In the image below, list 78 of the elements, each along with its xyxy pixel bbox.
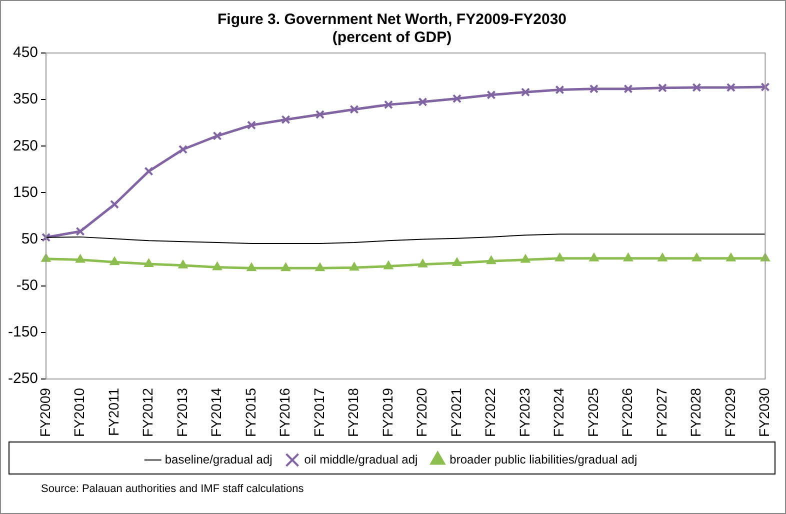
point	[555, 85, 564, 94]
x-tick-label: FY2022	[482, 388, 498, 438]
legend-label: oil middle/gradual adj	[304, 452, 418, 466]
x-tick-label: FY2023	[516, 388, 532, 438]
point	[178, 260, 188, 268]
y-tick-label: 250	[12, 137, 38, 154]
x-tick-label: FY2029	[722, 388, 738, 438]
point	[110, 200, 120, 209]
legend-label: broader public liabilities/gradual adj	[450, 452, 638, 466]
source-note: Source: Palauan authorities and IMF staff calculations	[41, 483, 304, 495]
x-tick-label: FY2010	[71, 388, 88, 438]
x-tick-label: FY2030	[756, 388, 772, 438]
point	[315, 110, 325, 120]
x-tick-label: FY2021	[448, 388, 464, 438]
y-tick-label: 150	[12, 184, 38, 201]
point	[658, 83, 667, 92]
point	[520, 254, 530, 263]
point	[554, 252, 565, 262]
x-tick-label: FY2019	[379, 388, 396, 438]
point	[212, 262, 222, 270]
point	[280, 262, 291, 272]
point	[418, 258, 428, 268]
x-tick-label: FY2028	[688, 388, 704, 438]
point	[144, 258, 154, 267]
point	[178, 144, 188, 154]
y-tick-label: 450	[12, 44, 38, 62]
x-tick-label: FY2024	[550, 388, 567, 438]
point	[692, 82, 702, 92]
point	[658, 252, 668, 262]
point	[315, 262, 325, 272]
point	[349, 262, 360, 271]
chart-title: Figure 3. Government Net Worth, FY2009-FY2030	[218, 11, 566, 28]
point	[589, 84, 599, 94]
point	[418, 97, 428, 106]
x-tick-label: FY2017	[310, 388, 327, 438]
point	[452, 94, 462, 104]
x-tick-label: FY2027	[653, 388, 670, 438]
point	[589, 252, 599, 262]
point	[452, 258, 462, 266]
point	[384, 260, 394, 270]
x-tick-label: FY2009	[36, 388, 53, 438]
point	[486, 90, 496, 100]
point	[212, 131, 222, 140]
point	[281, 115, 290, 124]
x-tick-label: FY2013	[174, 388, 190, 438]
point	[76, 226, 85, 236]
x-tick-label: FY2025	[584, 388, 601, 438]
point	[486, 256, 496, 264]
x-tick-label: FY2018	[345, 388, 362, 438]
point	[623, 252, 634, 262]
point	[41, 232, 51, 242]
x-tick-label: FY2016	[276, 388, 293, 438]
point	[384, 100, 394, 110]
x-tick-label: FY2014	[208, 388, 224, 438]
point	[75, 254, 86, 263]
y-tick-label: 50	[21, 230, 38, 248]
y-tick-label: 350	[12, 90, 38, 108]
point	[726, 252, 736, 262]
point	[246, 262, 256, 272]
x-tick-label: FY2026	[619, 388, 636, 438]
point	[350, 104, 359, 114]
y-tick-label: -50	[16, 276, 38, 294]
point	[760, 82, 770, 92]
y-tick-label: -250	[8, 370, 38, 388]
x-tick-label: FY2015	[242, 388, 258, 438]
point	[520, 88, 530, 97]
x-tick-label: FY2011	[105, 388, 122, 436]
point	[726, 82, 736, 92]
point	[110, 256, 120, 266]
point	[692, 252, 702, 262]
chart-subtitle: (percent of GDP)	[332, 29, 452, 46]
x-tick-label: FY2020	[414, 388, 430, 438]
y-tick-label: -150	[8, 324, 38, 341]
legend-label: baseline/gradual adj	[164, 452, 272, 466]
point	[144, 166, 154, 176]
x-tick-label: FY2012	[140, 388, 156, 438]
point	[246, 120, 256, 130]
point	[624, 84, 633, 94]
